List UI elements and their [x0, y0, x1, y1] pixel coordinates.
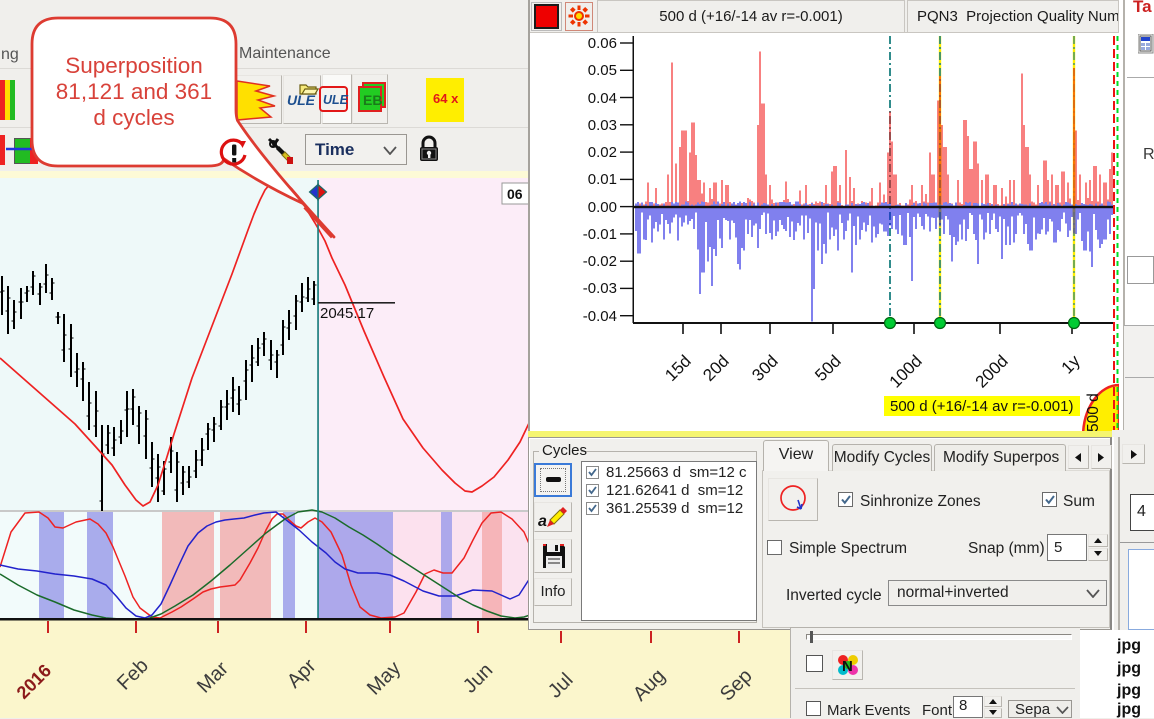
svg-text:81,121 and 361: 81,121 and 361	[56, 79, 212, 104]
svg-text:0.06: 0.06	[588, 35, 617, 52]
svg-text:0.04: 0.04	[588, 90, 617, 107]
svg-text:0.03: 0.03	[588, 117, 617, 134]
svg-text:500 d (+16/-14 av r=-0.001): 500 d (+16/-14 av r=-0.001)	[890, 398, 1073, 415]
svg-text:a: a	[538, 513, 547, 530]
svg-text:-0.03: -0.03	[583, 280, 617, 297]
svg-text:EB: EB	[363, 92, 382, 108]
svg-text:0.01: 0.01	[588, 171, 617, 188]
svg-text:0.05: 0.05	[588, 62, 617, 79]
svg-text:0.02: 0.02	[588, 144, 617, 161]
svg-text:N: N	[842, 658, 853, 675]
svg-text:-0.01: -0.01	[583, 226, 617, 243]
svg-text:-0.04: -0.04	[583, 308, 617, 325]
svg-text:2045.17: 2045.17	[320, 305, 374, 322]
svg-text:0.00: 0.00	[588, 199, 617, 216]
svg-text:06: 06	[507, 186, 523, 202]
svg-text:500 d: 500 d	[1085, 393, 1102, 432]
svg-text:Superposition: Superposition	[65, 53, 203, 78]
svg-text:-0.02: -0.02	[583, 253, 617, 270]
svg-text:d cycles: d cycles	[93, 105, 174, 130]
